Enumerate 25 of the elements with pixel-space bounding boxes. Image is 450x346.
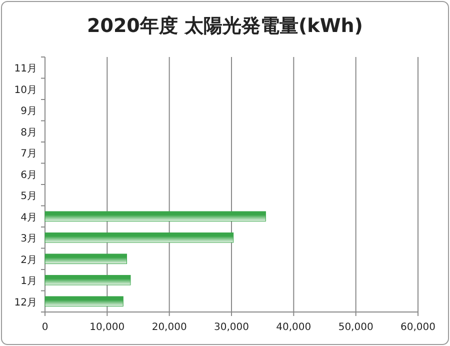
bar xyxy=(44,254,127,264)
x-tick-label: 0 xyxy=(42,322,48,333)
y-tick-label: 3月 xyxy=(20,234,37,245)
bar xyxy=(44,232,234,243)
y-tick-label: 2月 xyxy=(20,254,37,266)
y-tick-label: 7月 xyxy=(20,148,37,160)
x-tick-label: 10,000 xyxy=(90,322,125,333)
y-tick-label: 9月 xyxy=(20,106,37,118)
y-tick-label: 1月 xyxy=(20,276,37,288)
y-tick-label: 5月 xyxy=(20,191,37,202)
bar xyxy=(44,211,266,222)
y-tick-label: 6月 xyxy=(20,170,37,181)
bar xyxy=(44,274,131,286)
bar xyxy=(44,296,124,307)
y-tick-label: 12月 xyxy=(14,297,37,308)
x-tick-label: 20,000 xyxy=(152,322,187,333)
x-tick-label: 50,000 xyxy=(338,322,374,333)
chart-title: 2020年度 太陽光発電量(kWh) xyxy=(87,15,363,37)
y-tick-label: 11月 xyxy=(14,64,37,75)
x-tick-label: 40,000 xyxy=(276,322,312,333)
y-tick-label: 8月 xyxy=(20,127,37,138)
y-tick-label: 4月 xyxy=(20,212,37,224)
x-tick-label: 30,000 xyxy=(214,322,249,333)
y-tick-label: 10月 xyxy=(14,84,37,96)
x-tick-label: 60,000 xyxy=(400,322,436,333)
